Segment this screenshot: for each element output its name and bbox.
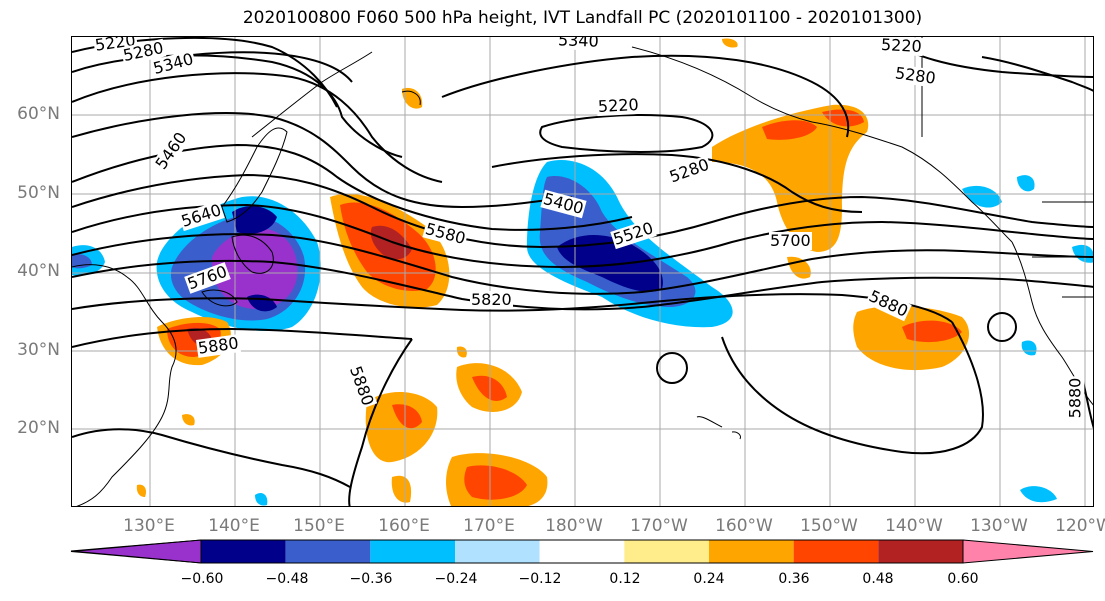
colorbar-tick-label: −0.36 <box>349 571 393 587</box>
lon-label: 160°W <box>715 516 773 536</box>
lon-label: 160°E <box>378 516 430 536</box>
contour-label: 5220 <box>596 94 641 117</box>
colorbar-segment <box>455 540 540 563</box>
colorbar-segment <box>624 540 709 563</box>
lon-label: 180°W <box>545 516 603 536</box>
contour-label: 5820 <box>470 290 513 309</box>
lat-lon-gridlines <box>72 37 1093 506</box>
colorbar-extend-low <box>70 539 202 564</box>
contour-label: 5700 <box>769 231 812 250</box>
map-panel: .clabel { position: absolute; font-size:… <box>71 36 1094 507</box>
colorbar-tick-label: 0.12 <box>609 571 641 587</box>
colorbar-segment <box>539 540 625 563</box>
lon-label: 170°W <box>630 516 688 536</box>
colorbar-tick-label: −0.60 <box>180 571 224 587</box>
colorbar-segment <box>709 540 794 563</box>
colorbar-tick-label: 0.36 <box>778 571 810 587</box>
colorbar-tick-label: 0.24 <box>693 571 725 587</box>
map-title: 2020100800 F060 500 hPa height, IVT Land… <box>242 8 923 28</box>
lon-label: 140°W <box>885 516 943 536</box>
colorbar-tick-label: 0.48 <box>862 571 894 587</box>
contour-label: 5880 <box>1065 376 1085 420</box>
lon-label: 150°W <box>800 516 858 536</box>
lon-label: 130°E <box>123 516 175 536</box>
lat-label: 40°N <box>17 261 60 281</box>
colorbar-segment <box>878 540 963 563</box>
lon-label: 140°E <box>208 516 260 536</box>
lon-label: 170°E <box>463 516 515 536</box>
contour-label: 5220 <box>879 36 924 57</box>
lat-label: 20°N <box>17 418 60 438</box>
lon-label: 130°W <box>970 516 1028 536</box>
colorbar-segment <box>793 540 879 563</box>
height-contours <box>72 37 1093 506</box>
lon-label: 120°W <box>1055 516 1105 536</box>
colorbar-tick-label: 0.60 <box>947 571 979 587</box>
lon-label: 150°E <box>293 516 345 536</box>
colorbar-tick-label: −0.48 <box>265 571 309 587</box>
colorbar <box>70 539 1094 564</box>
colorbar-tick-label: −0.12 <box>518 571 562 587</box>
colorbar-extend-high <box>962 539 1094 564</box>
colorbar-segment <box>285 540 371 563</box>
lat-label: 50°N <box>17 183 60 203</box>
lat-label: 30°N <box>17 340 60 360</box>
colorbar-segment <box>201 540 286 563</box>
colorbar-tick-label: −0.24 <box>434 571 478 587</box>
contour-label: 5340 <box>556 37 601 51</box>
colorbar-segment <box>370 540 455 563</box>
lat-label: 60°N <box>17 104 60 124</box>
